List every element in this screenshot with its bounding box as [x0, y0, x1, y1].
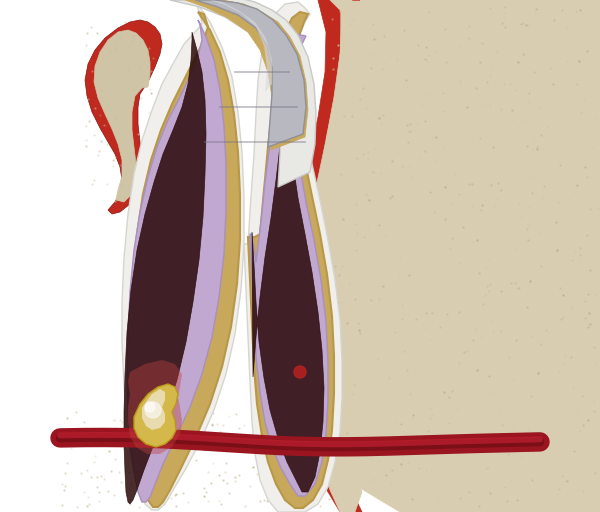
Polygon shape	[250, 34, 328, 496]
Circle shape	[145, 402, 155, 412]
Polygon shape	[142, 389, 165, 430]
Polygon shape	[195, 0, 306, 147]
Polygon shape	[85, 20, 162, 214]
Polygon shape	[170, 0, 316, 187]
Polygon shape	[304, 0, 362, 512]
Circle shape	[294, 366, 306, 378]
Polygon shape	[296, 0, 362, 512]
Polygon shape	[252, 62, 324, 492]
Polygon shape	[134, 384, 178, 447]
Polygon shape	[122, 0, 244, 510]
Polygon shape	[94, 30, 150, 202]
Polygon shape	[244, 2, 342, 512]
Polygon shape	[127, 20, 226, 502]
Polygon shape	[210, 0, 272, 92]
Polygon shape	[248, 12, 334, 508]
Polygon shape	[128, 360, 182, 454]
Polygon shape	[185, 0, 308, 150]
Polygon shape	[315, 0, 600, 512]
Polygon shape	[131, 12, 240, 507]
Circle shape	[145, 402, 161, 418]
Polygon shape	[124, 32, 206, 504]
